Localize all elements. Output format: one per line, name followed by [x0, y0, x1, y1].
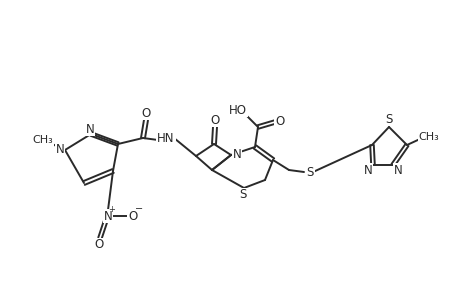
Text: N: N	[85, 122, 94, 136]
Text: N: N	[363, 164, 372, 176]
Text: O: O	[275, 115, 284, 128]
Text: N: N	[393, 164, 402, 176]
Text: S: S	[239, 188, 246, 202]
Text: −: −	[134, 204, 143, 214]
Text: O: O	[210, 113, 219, 127]
Text: O: O	[128, 209, 137, 223]
Text: N: N	[232, 148, 241, 160]
Text: HO: HO	[229, 103, 246, 116]
Text: CH₃: CH₃	[418, 132, 438, 142]
Text: +: +	[108, 205, 115, 214]
Text: HN: HN	[157, 131, 174, 145]
Text: O: O	[141, 106, 150, 119]
Text: N: N	[103, 209, 112, 223]
Text: S: S	[385, 112, 392, 125]
Text: CH₃: CH₃	[33, 135, 53, 145]
Text: O: O	[94, 238, 103, 251]
Text: S: S	[306, 167, 313, 179]
Text: N: N	[56, 142, 64, 155]
